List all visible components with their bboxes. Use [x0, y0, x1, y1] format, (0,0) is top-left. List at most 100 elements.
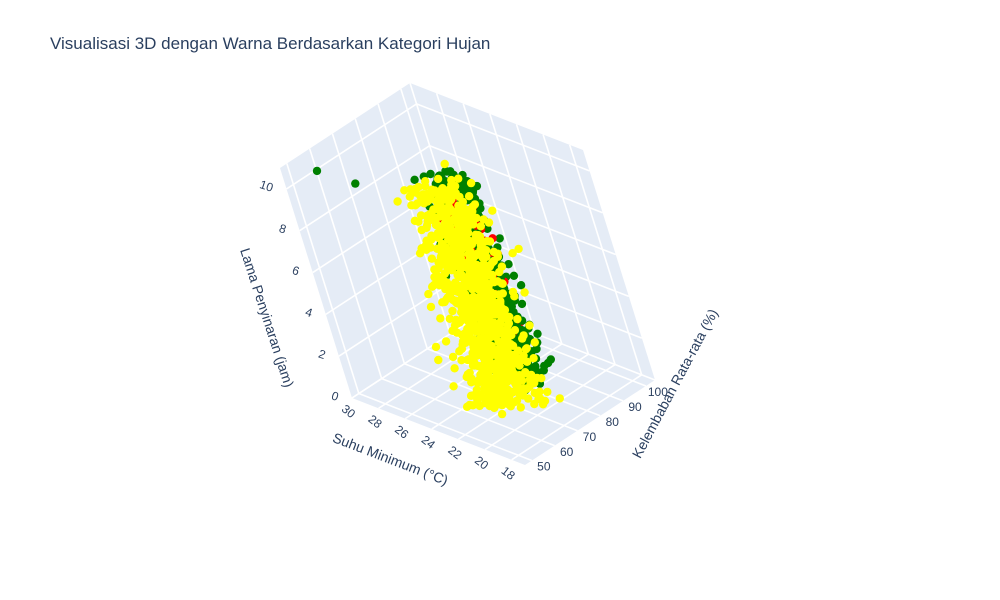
- data-point: [464, 192, 474, 201]
- data-point: [452, 299, 462, 308]
- data-point: [416, 191, 425, 201]
- data-point: [351, 179, 360, 188]
- y-tick-label: 100: [648, 385, 668, 399]
- data-point: [476, 222, 485, 231]
- data-point: [462, 402, 472, 411]
- data-point: [488, 258, 497, 267]
- chart-title: Visualisasi 3D dengan Warna Berdasarkan …: [50, 34, 491, 53]
- grid-line-x: [542, 134, 616, 365]
- data-point: [460, 280, 470, 289]
- data-point: [502, 326, 512, 336]
- data-point: [414, 217, 423, 226]
- grid-line-y: [354, 118, 429, 350]
- data-point: [448, 352, 458, 362]
- data-point: [496, 297, 505, 306]
- data-point: [485, 366, 495, 375]
- data-point: [543, 387, 552, 397]
- data-point: [485, 389, 494, 398]
- data-point: [521, 369, 530, 378]
- data-point: [533, 329, 542, 338]
- z-axis-title: Lama Penyinaran (jam): [237, 246, 297, 389]
- grid-line-y: [381, 377, 555, 447]
- data-point: [410, 184, 420, 194]
- data-point: [478, 253, 487, 262]
- data-point: [468, 348, 477, 358]
- data-point: [434, 355, 443, 365]
- data-point: [494, 368, 504, 377]
- grid-line-x: [511, 374, 643, 461]
- data-point: [433, 203, 442, 212]
- data-point: [425, 195, 434, 205]
- grid-line-y: [308, 148, 383, 379]
- data-point: [500, 310, 509, 319]
- data-point: [546, 355, 555, 364]
- data-point: [530, 388, 539, 398]
- data-point: [462, 372, 471, 382]
- data-point: [484, 324, 493, 333]
- data-point: [441, 337, 451, 346]
- data-point: [436, 314, 445, 323]
- y-tick-label: 90: [628, 400, 642, 414]
- data-point: [435, 232, 445, 241]
- data-point: [410, 175, 419, 184]
- data-point: [504, 389, 514, 398]
- data-point: [426, 302, 436, 312]
- data-point: [520, 288, 529, 297]
- z-tick-label: 10: [258, 177, 275, 195]
- grid-line-x: [484, 363, 616, 451]
- grid-line-x: [515, 123, 590, 355]
- data-point: [513, 381, 522, 390]
- data-point: [434, 258, 444, 267]
- x-tick-label: 22: [445, 443, 464, 462]
- data-point: [430, 272, 439, 282]
- data-point: [407, 201, 416, 210]
- data-point: [469, 251, 478, 260]
- data-point: [472, 213, 481, 223]
- data-point: [438, 208, 447, 217]
- data-point: [454, 174, 463, 183]
- data-point: [497, 409, 507, 419]
- side-wall: [280, 83, 482, 398]
- grid-line-y: [286, 163, 360, 394]
- data-point: [513, 346, 523, 355]
- data-point: [478, 316, 488, 325]
- data-point: [428, 282, 437, 291]
- data-point: [448, 306, 457, 316]
- data-point: [516, 281, 526, 290]
- data-point: [425, 235, 435, 245]
- data-point: [530, 399, 539, 409]
- z-tick-label: 0: [330, 388, 341, 403]
- data-point: [420, 182, 430, 191]
- data-point: [504, 400, 514, 409]
- data-point: [469, 306, 479, 315]
- data-point: [530, 378, 539, 388]
- data-point: [426, 243, 435, 252]
- data-point: [438, 298, 447, 307]
- back-wall: [410, 83, 655, 380]
- data-point: [476, 375, 485, 384]
- data-point: [497, 395, 506, 405]
- data-point: [509, 360, 518, 369]
- data-point: [508, 287, 518, 297]
- y-tick-label: 70: [583, 430, 597, 444]
- data-point: [464, 355, 473, 364]
- data-point: [454, 201, 463, 210]
- data-point: [427, 254, 437, 263]
- data-point: [469, 273, 478, 282]
- data-point: [437, 187, 446, 196]
- data-point: [449, 382, 458, 391]
- data-point: [488, 206, 497, 215]
- data-points: [312, 159, 564, 419]
- grid-line-y: [358, 392, 533, 462]
- data-point: [539, 366, 548, 375]
- data-point: [490, 290, 500, 299]
- data-point: [519, 351, 528, 360]
- data-point: [456, 256, 465, 265]
- data-point: [446, 281, 455, 290]
- data-point: [417, 225, 426, 235]
- x-tick-label: 20: [472, 453, 491, 472]
- data-point: [393, 197, 402, 206]
- data-point: [510, 326, 520, 335]
- grid-line-z: [299, 145, 431, 232]
